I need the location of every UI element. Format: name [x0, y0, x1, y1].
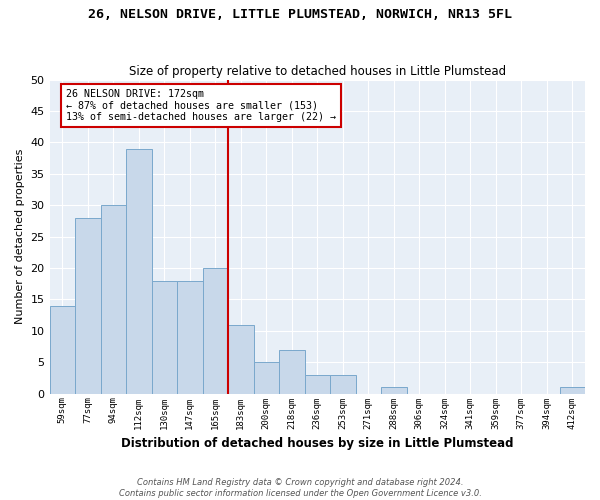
Bar — [228, 324, 254, 394]
Bar — [305, 375, 330, 394]
Bar — [203, 268, 228, 394]
Text: 26, NELSON DRIVE, LITTLE PLUMSTEAD, NORWICH, NR13 5FL: 26, NELSON DRIVE, LITTLE PLUMSTEAD, NORW… — [88, 8, 512, 20]
Bar — [101, 206, 126, 394]
Title: Size of property relative to detached houses in Little Plumstead: Size of property relative to detached ho… — [129, 66, 506, 78]
Bar — [330, 375, 356, 394]
Bar — [152, 280, 177, 394]
Bar — [50, 306, 75, 394]
Bar — [254, 362, 279, 394]
Bar — [126, 148, 152, 394]
Bar — [177, 280, 203, 394]
Y-axis label: Number of detached properties: Number of detached properties — [15, 149, 25, 324]
X-axis label: Distribution of detached houses by size in Little Plumstead: Distribution of detached houses by size … — [121, 437, 514, 450]
Text: Contains HM Land Registry data © Crown copyright and database right 2024.
Contai: Contains HM Land Registry data © Crown c… — [119, 478, 481, 498]
Text: 26 NELSON DRIVE: 172sqm
← 87% of detached houses are smaller (153)
13% of semi-d: 26 NELSON DRIVE: 172sqm ← 87% of detache… — [66, 89, 336, 122]
Bar — [279, 350, 305, 394]
Bar — [381, 388, 407, 394]
Bar — [560, 388, 585, 394]
Bar — [75, 218, 101, 394]
